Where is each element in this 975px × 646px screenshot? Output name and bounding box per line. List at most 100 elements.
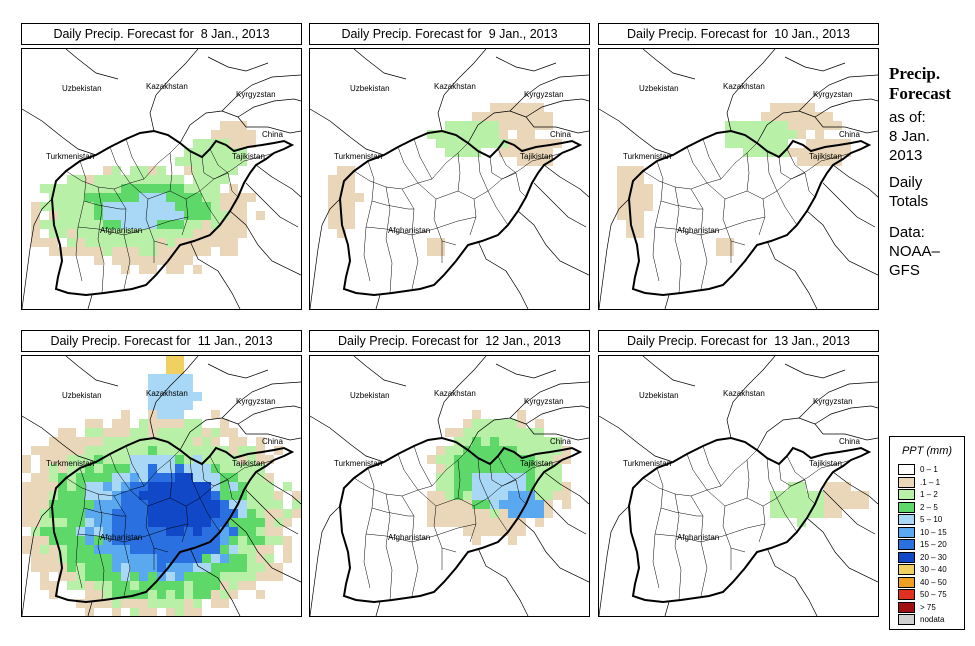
precip-cell: [112, 256, 121, 265]
legend-swatch: [898, 551, 915, 563]
precip-cell: [617, 175, 626, 184]
precip-cell: [229, 536, 238, 545]
precip-cell: [148, 599, 157, 608]
precip-cell: [490, 130, 499, 139]
precip-cell: [121, 572, 130, 581]
precip-cell: [617, 211, 626, 220]
country-border: [798, 74, 878, 112]
precip-cell: [121, 202, 130, 211]
country-border: [237, 98, 301, 118]
precip-cell: [157, 518, 166, 527]
precip-cell: [346, 220, 355, 229]
province-border: [365, 533, 413, 543]
precip-cell: [202, 509, 211, 518]
precip-cell: [157, 590, 166, 599]
as-of-label: as of:: [889, 109, 926, 126]
country-border: [814, 98, 878, 118]
precip-cell: [103, 247, 112, 256]
precip-cell: [436, 139, 445, 148]
precip-cell: [490, 419, 499, 428]
precip-cell: [175, 599, 184, 608]
legend-row: 50 – 75: [898, 589, 960, 600]
precip-cell: [49, 536, 58, 545]
precip-cell: [202, 238, 211, 247]
precip-cell: [94, 256, 103, 265]
province-border: [706, 489, 732, 570]
precip-cell: [148, 482, 157, 491]
precip-cell: [499, 419, 508, 428]
precip-cell: [526, 112, 535, 121]
precip-cell: [76, 554, 85, 563]
precip-cell: [139, 265, 148, 274]
precip-cell: [274, 509, 283, 518]
precip-cell: [85, 446, 94, 455]
province-border: [97, 493, 105, 601]
precip-cell: [472, 464, 481, 473]
precip-cell: [481, 130, 490, 139]
precip-cell: [202, 211, 211, 220]
province-border: [363, 160, 375, 282]
precip-cell: [49, 590, 58, 599]
province-border: [501, 459, 563, 487]
precip-cell: [130, 229, 139, 238]
precip-cell: [148, 419, 157, 428]
precip-cell: [157, 464, 166, 473]
precip-cell: [157, 229, 166, 238]
precip-cell: [184, 419, 193, 428]
precip-cell: [193, 229, 202, 238]
precip-cell: [238, 455, 247, 464]
precip-cell: [148, 491, 157, 500]
precip-cell: [94, 554, 103, 563]
precip-cell: [67, 572, 76, 581]
precip-cell: [202, 220, 211, 229]
precip-cell: [256, 446, 265, 455]
precip-cell: [562, 491, 571, 500]
precip-cell: [166, 383, 175, 392]
precip-cell: [535, 148, 544, 157]
precip-cell: [743, 121, 752, 130]
precip-cell: [544, 482, 553, 491]
precip-cell: [508, 419, 517, 428]
precip-cell: [166, 536, 175, 545]
country-border: [599, 505, 630, 616]
country-border: [642, 356, 696, 387]
legend-label: 5 – 10: [920, 515, 943, 524]
precip-cell: [761, 148, 770, 157]
precip-cell: [76, 175, 85, 184]
precip-cell: [238, 509, 247, 518]
precip-cell: [499, 509, 508, 518]
precip-cell: [130, 491, 139, 500]
precip-cell: [193, 428, 202, 437]
precip-cell: [157, 166, 166, 175]
precip-cell: [292, 491, 301, 500]
province-border: [720, 142, 758, 180]
precip-cell: [220, 175, 229, 184]
precip-cell: [229, 247, 238, 256]
precip-cell: [139, 220, 148, 229]
precip-cell: [157, 527, 166, 536]
country-border: [822, 489, 876, 535]
country-label-china: China: [550, 130, 571, 139]
precip-cell: [220, 148, 229, 157]
precip-cell: [202, 518, 211, 527]
precip-cell: [67, 247, 76, 256]
precip-cell: [481, 446, 490, 455]
precip-cell: [67, 473, 76, 482]
precip-cell: [175, 157, 184, 166]
precip-cell: [463, 500, 472, 509]
precip-cell: [175, 265, 184, 274]
precip-cell: [112, 238, 121, 247]
precip-cell: [22, 509, 31, 518]
precip-cell: [112, 572, 121, 581]
forecast-panel-13-jan: Daily Precip. Forecast for 13 Jan., 2013…: [598, 330, 879, 617]
precip-cell: [94, 202, 103, 211]
precip-cell: [265, 491, 274, 500]
province-border: [411, 523, 477, 543]
province-border: [201, 463, 215, 487]
country-label-uzbekistan: Uzbekistan: [639, 84, 679, 93]
precip-cell: [256, 437, 265, 446]
province-border: [397, 453, 419, 491]
precip-cell: [121, 419, 130, 428]
precip-cell: [148, 265, 157, 274]
country-label-turkmenistan: Turkmenistan: [623, 152, 671, 161]
